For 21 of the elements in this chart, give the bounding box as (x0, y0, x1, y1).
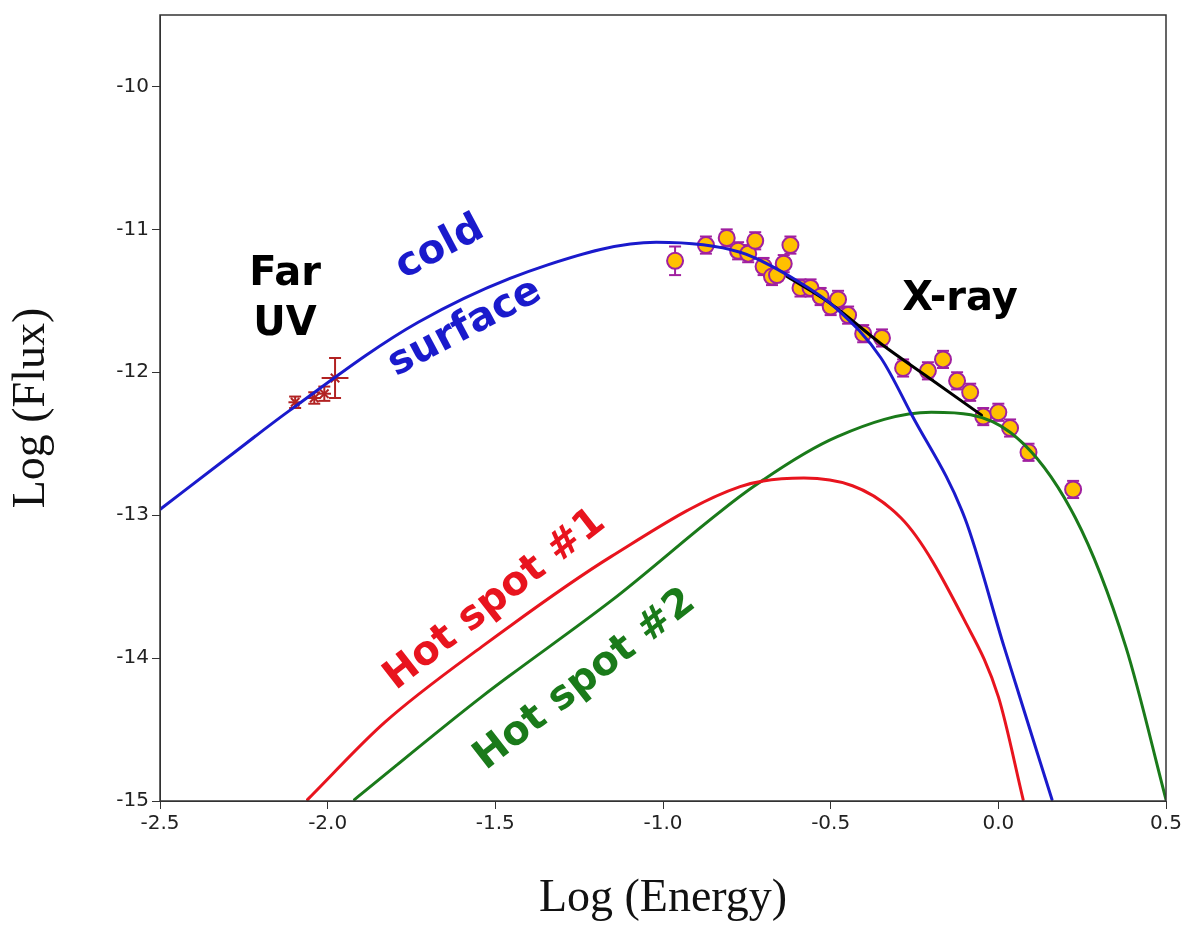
x-tick-label: 0.5 (1150, 810, 1182, 835)
line-series (352, 410, 1166, 801)
line-series (306, 476, 1025, 801)
point (666, 251, 685, 270)
x-tick-label: -2.5 (140, 810, 180, 835)
y-tick-label: -13 (116, 501, 149, 526)
y-tick-label: -10 (116, 72, 149, 97)
x-tick-label: -1.5 (475, 810, 515, 835)
x-tick-label: -2.0 (308, 810, 348, 835)
x-tick-label: -0.5 (811, 810, 851, 835)
annotation: Far UV (249, 248, 322, 345)
point (329, 372, 341, 384)
y-tick-label: -14 (116, 644, 149, 669)
annotation: X-ray (902, 273, 1018, 320)
y-tick-label: -15 (116, 787, 149, 812)
x-tick-label: -1.0 (643, 810, 683, 835)
x-axis-title: Log (Energy) (538, 870, 788, 922)
y-tick-label: -12 (116, 358, 149, 383)
y-tick-label: -11 (116, 215, 149, 240)
x-tick-label: 0.0 (982, 810, 1015, 835)
y-axis-title: Log (Flux) (2, 307, 54, 509)
